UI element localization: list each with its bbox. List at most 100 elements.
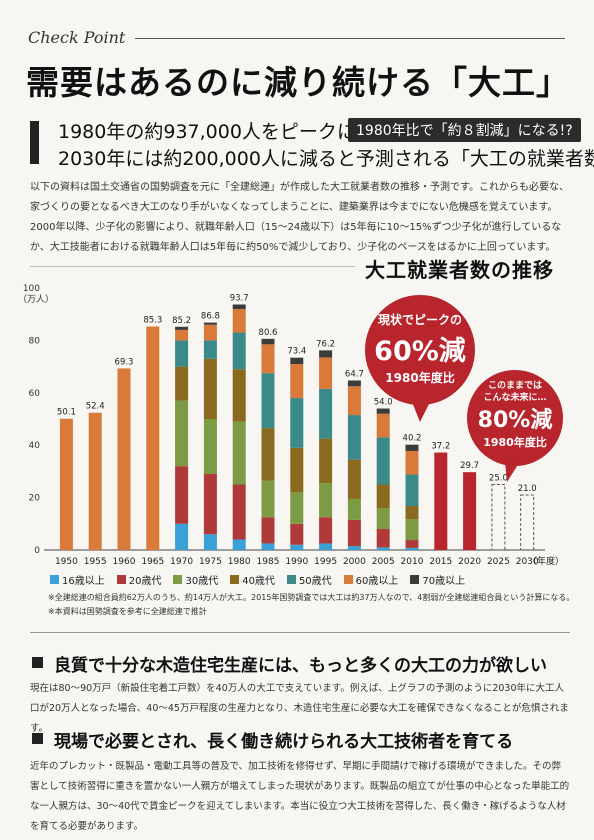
bar <box>117 368 131 550</box>
x-tick-label: 2000 <box>343 557 366 567</box>
x-tick-label: 1995 <box>314 557 337 567</box>
section1-marker <box>32 657 43 668</box>
bar-segment <box>232 484 246 540</box>
bar-segment <box>232 539 246 550</box>
bar-value-label: 21.0 <box>518 484 537 494</box>
bar-segment <box>261 338 275 345</box>
bar <box>434 452 448 550</box>
bar-value-label: 25.0 <box>489 474 508 484</box>
bar-segment <box>376 529 390 548</box>
bar-segment <box>319 517 333 544</box>
legend-swatch <box>173 575 183 584</box>
bar-segment <box>232 369 246 422</box>
bar-value-label: 73.4 <box>287 347 306 357</box>
bar-segment <box>376 437 390 485</box>
x-tick-label: 1955 <box>84 557 107 567</box>
bar-segment <box>175 340 189 367</box>
x-tick-label: 1990 <box>285 557 308 567</box>
legend-item: 30歳代 <box>173 572 218 587</box>
bar-value-label: 69.3 <box>115 357 134 367</box>
callout-80-line1b: こんな未来に… <box>483 391 546 403</box>
bar-segment <box>405 444 419 451</box>
legend-label: 20歳代 <box>128 576 162 587</box>
bar-segment <box>290 357 304 364</box>
bar-segment <box>203 474 217 535</box>
forecast-bar <box>491 484 506 551</box>
callout-60-line1: 現状でピークの <box>378 312 462 327</box>
section1-heading: 良質で十分な木造住宅生産には、もっと多くの大工の力が欲しい <box>54 656 547 676</box>
x-tick-label: 1960 <box>113 557 136 567</box>
bar-segment <box>376 547 390 550</box>
bar-segment <box>290 492 304 524</box>
legend-label: 50歳代 <box>298 576 332 587</box>
x-tick-label: 1970 <box>170 557 193 567</box>
bar-segment <box>290 363 304 399</box>
bar-segment <box>175 366 189 401</box>
callout-60-big: 60%減 <box>374 336 466 367</box>
x-tick-label: 2010 <box>401 557 424 567</box>
legend-swatch <box>286 575 296 584</box>
y-tick-label: 0 <box>34 546 40 556</box>
bar-segment <box>261 517 275 544</box>
bar-segment <box>376 413 390 438</box>
bar-segment <box>319 543 333 550</box>
bar <box>88 412 102 550</box>
x-tick-label: 1985 <box>257 557 280 567</box>
lead-line-1: 1980年の約937,000人をピークに、 <box>58 121 375 143</box>
header-rule <box>135 38 565 39</box>
lead-badge: 1980年比で「約８割減」になる!? <box>348 118 581 142</box>
legend-item: 50歳代 <box>286 572 332 587</box>
bar-value-label: 80.6 <box>259 328 278 338</box>
bar-segment <box>376 408 390 414</box>
check-point-label: Check Point <box>28 28 126 47</box>
workers-chart: 0 20 40 60 80 100（万人） 50.1 1950 52.4 1955 69.3 1960… <box>18 284 564 567</box>
bar-segment <box>203 534 217 550</box>
bar-segment <box>290 447 304 493</box>
chart-title: 大工就業者数の推移 <box>365 258 554 282</box>
bar-segment <box>319 357 333 389</box>
bar-segment <box>203 322 217 325</box>
legend-swatch <box>50 575 59 584</box>
bar-segment <box>232 332 246 370</box>
chart-legend: 16歳以上 20歳代 30歳代 40歳代 50歳代 60歳以上 70歳以上 <box>50 572 477 587</box>
x-tick-label: 2005 <box>372 557 395 567</box>
bar <box>146 326 160 550</box>
bar-segment <box>175 326 189 330</box>
bar-segment <box>347 386 361 416</box>
bar-value-label: 50.1 <box>57 408 76 418</box>
bar-segment <box>319 438 333 484</box>
bar-value-label: 86.8 <box>201 312 220 322</box>
x-tick-label: 1950 <box>55 557 78 567</box>
section-divider <box>30 632 570 633</box>
bar-segment <box>175 466 189 524</box>
bar-segment <box>232 304 246 309</box>
legend-label: 16歳以上 <box>62 576 105 587</box>
bar-segment <box>290 523 304 545</box>
section2-body: 近年のプレカット・既製品・電動工具等の普及で、加工技術を修得せず、早期に手間請け… <box>30 761 570 832</box>
legend-label: 40歳代 <box>242 576 275 587</box>
bar-segment <box>203 358 217 419</box>
bar-value-label: 85.3 <box>143 316 162 326</box>
bar-segment <box>347 498 361 520</box>
callout-pointer-80 <box>505 462 519 482</box>
bar-segment <box>347 546 361 550</box>
legend-label: 60歳以上 <box>355 576 399 587</box>
bar-value-label: 85.2 <box>172 316 191 326</box>
lead-line-2: 2030年には約200,000人に減ると予測される「大工の就業者数」 <box>58 148 594 170</box>
section2-heading: 現場で必要とされ、長く働き続けられる大工技術者を育てる <box>54 732 514 752</box>
legend-swatch <box>410 575 420 584</box>
section1-body: 現在は80〜90万戸（新設住宅着工戸数）を40万人の大工で支えています。例えば、… <box>30 683 569 734</box>
section2-marker <box>32 733 43 744</box>
chart-note-1: ※全建総連の組合員約62万人のうち、約14万人が大工。2015年国勢調査では大工… <box>48 593 575 602</box>
bar <box>59 418 73 550</box>
bar-segment <box>290 544 304 550</box>
bar-segment <box>261 428 275 481</box>
bar-segment <box>232 308 246 333</box>
x-unit-label: （年度） <box>528 555 564 567</box>
y-tick-label: 100 <box>23 284 40 294</box>
bar-segment <box>175 329 189 341</box>
y-tick-label: 80 <box>29 336 41 346</box>
y-tick-label: 40 <box>29 441 41 451</box>
x-tick-label: 2020 <box>458 557 481 567</box>
callout-80-line3: 1980年度比 <box>483 435 547 449</box>
